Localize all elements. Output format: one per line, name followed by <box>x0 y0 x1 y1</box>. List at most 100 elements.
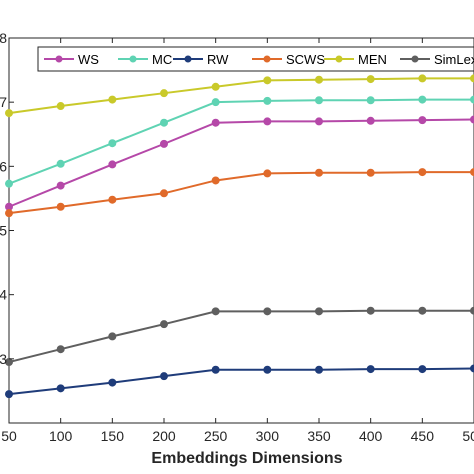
legend-swatch-marker <box>335 55 343 63</box>
data-point <box>418 116 427 125</box>
data-point <box>211 118 220 127</box>
legend-entry: MC <box>118 52 172 67</box>
data-point <box>315 96 323 105</box>
data-point <box>418 365 427 374</box>
y-tick-label: 8 <box>0 30 7 46</box>
data-point <box>211 82 220 91</box>
data-point <box>56 384 65 393</box>
legend-label: MEN <box>358 52 387 67</box>
data-point <box>366 96 375 105</box>
data-point <box>315 168 323 177</box>
x-tick-label: 100 <box>49 428 73 444</box>
x-tick-label: 200 <box>152 428 176 444</box>
data-point <box>366 75 375 84</box>
legend-entry: SimLex <box>400 52 474 67</box>
data-point <box>263 169 272 178</box>
legend-swatch-marker <box>184 55 192 63</box>
series-line <box>8 309 474 364</box>
y-tick-label: 4 <box>0 287 7 303</box>
data-point <box>315 307 323 316</box>
x-tick-label: 450 <box>411 428 435 444</box>
legend-label: SCWS <box>286 52 325 67</box>
series-line <box>8 118 474 208</box>
data-point <box>366 365 375 374</box>
x-tick-label: 300 <box>256 428 280 444</box>
legend-label: WS <box>78 52 99 67</box>
data-point <box>315 117 323 126</box>
series-line <box>8 77 474 115</box>
series-layer <box>5 74 474 399</box>
series-men <box>5 74 474 118</box>
data-point <box>263 96 272 105</box>
data-point <box>366 168 375 177</box>
data-point <box>263 307 272 316</box>
legend: WS MC RW SCWS MEN SimLex <box>37 46 474 72</box>
data-point <box>366 306 375 315</box>
series-line <box>8 98 474 185</box>
legend-swatch-marker <box>263 55 271 63</box>
data-point <box>56 102 65 111</box>
data-point <box>315 365 323 374</box>
data-point <box>470 115 474 124</box>
legend-label: RW <box>207 52 229 67</box>
data-point <box>470 95 474 104</box>
legend-swatch-marker <box>411 55 419 63</box>
data-point <box>418 74 427 83</box>
data-point <box>263 117 272 126</box>
data-point <box>263 76 272 85</box>
data-point <box>160 89 168 98</box>
data-point <box>366 116 375 125</box>
data-point <box>56 345 65 354</box>
data-point <box>108 332 117 341</box>
data-point <box>470 168 474 177</box>
data-point <box>211 365 220 374</box>
x-tick-label: 400 <box>359 428 383 444</box>
data-point <box>211 176 220 185</box>
data-point <box>315 75 323 84</box>
plot-frame <box>8 37 474 424</box>
data-point <box>211 98 220 107</box>
data-point <box>211 307 220 316</box>
data-point <box>160 189 168 198</box>
data-point <box>56 202 65 211</box>
legend-entry: WS <box>44 52 99 67</box>
data-point <box>160 372 168 381</box>
data-point <box>160 139 168 148</box>
axis-layer: 50 100 150 200 250 300 350 400 450 500 3 4 5 6 7 8 <box>0 30 474 444</box>
data-point <box>108 95 117 104</box>
x-tick-label: 50 <box>1 428 17 444</box>
data-point <box>108 195 117 204</box>
plot-area <box>8 37 474 424</box>
x-tick-label: 350 <box>307 428 331 444</box>
data-point <box>263 365 272 374</box>
y-tick-label: 7 <box>0 94 7 110</box>
y-tick-label: 6 <box>0 158 7 174</box>
series-scws <box>5 168 474 218</box>
data-point <box>418 168 427 177</box>
data-point <box>470 74 474 83</box>
data-point <box>5 179 13 188</box>
data-point <box>108 160 117 169</box>
x-axis-title: Embeddings Dimensions <box>151 450 342 467</box>
y-tick-label: 3 <box>0 351 7 367</box>
series-line <box>8 367 474 396</box>
legend-swatch-marker <box>129 55 137 63</box>
series-line <box>8 171 474 215</box>
data-point <box>160 320 168 329</box>
data-point <box>56 181 65 190</box>
legend-entry: RW <box>173 52 229 67</box>
legend-entry: MEN <box>324 52 387 67</box>
data-point <box>108 378 117 387</box>
data-point <box>470 306 474 315</box>
x-tick-label: 250 <box>204 428 228 444</box>
legend-label: SimLex <box>434 52 474 67</box>
legend-entry: SCWS <box>252 52 325 67</box>
data-point <box>470 364 474 373</box>
x-tick-label: 150 <box>101 428 125 444</box>
legend-swatch-marker <box>55 55 63 63</box>
series-ws <box>5 115 474 211</box>
data-point <box>108 139 117 148</box>
data-point <box>418 95 427 104</box>
series-rw <box>5 364 474 399</box>
